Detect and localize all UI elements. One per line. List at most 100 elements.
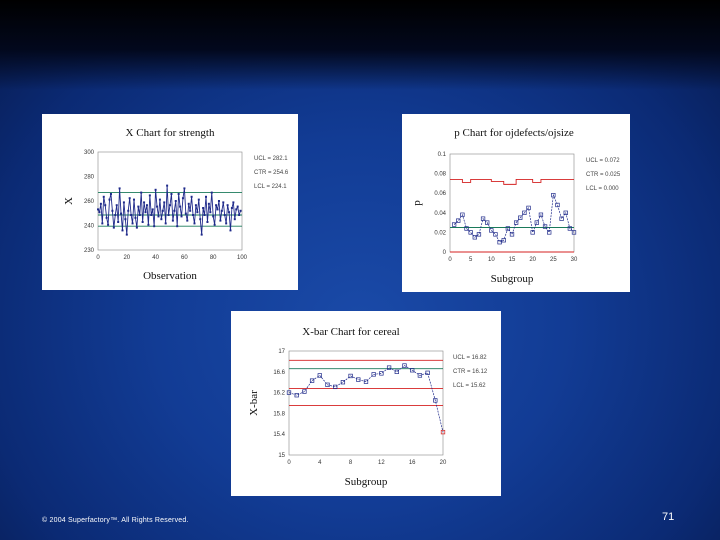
data-point xyxy=(530,230,535,235)
data-point xyxy=(171,219,174,222)
p-chart-svg: p Chart for ojdefects/ojsize Subgroup p 0 5 1… xyxy=(411,127,621,285)
data-point xyxy=(192,214,195,216)
x-tick-label: 80 xyxy=(210,255,217,261)
data-point xyxy=(114,214,117,216)
data-point xyxy=(518,215,523,220)
data-point xyxy=(542,224,548,229)
data-point xyxy=(229,229,232,232)
data-point xyxy=(476,232,482,237)
data-point xyxy=(200,233,203,236)
data-point xyxy=(105,216,108,219)
x-chart-panel: X Chart for strength Observation X 0 20 40 60 8… xyxy=(42,114,298,290)
data-point xyxy=(460,212,465,217)
x-tick-label: 20 xyxy=(529,257,536,263)
data-point xyxy=(534,220,539,225)
data-point xyxy=(417,373,423,378)
data-point xyxy=(148,194,151,197)
data-point xyxy=(309,378,315,383)
data-point xyxy=(213,223,216,226)
data-point xyxy=(206,221,209,223)
data-point xyxy=(371,372,376,377)
data-point xyxy=(551,193,556,198)
limit-label: UCL = 0.072 xyxy=(586,158,620,164)
data-point xyxy=(223,214,226,216)
data-point xyxy=(176,225,179,228)
y-tick-label: 260 xyxy=(84,199,95,205)
data-point xyxy=(207,202,210,205)
y-tick-label: 15.8 xyxy=(273,411,285,417)
data-point xyxy=(190,195,193,198)
data-point xyxy=(555,202,560,208)
data-point xyxy=(212,215,215,218)
limit-label: CTR = 254.6 xyxy=(254,170,289,176)
data-point xyxy=(151,208,154,211)
x-tick-label: 0 xyxy=(96,255,100,261)
x-tick-label: 0 xyxy=(287,460,291,466)
data-point xyxy=(184,212,187,215)
data-point xyxy=(169,204,171,207)
y-tick-label: 280 xyxy=(84,175,95,181)
data-point xyxy=(143,201,146,204)
data-point xyxy=(112,226,115,229)
top-band xyxy=(0,0,720,90)
data-point xyxy=(167,214,170,216)
data-point xyxy=(203,214,206,216)
data-point xyxy=(333,384,338,390)
data-point xyxy=(286,390,292,395)
data-point xyxy=(108,198,111,201)
data-point xyxy=(363,379,369,384)
ucl-line xyxy=(450,179,574,185)
data-point xyxy=(480,216,486,221)
data-point xyxy=(440,429,446,435)
y-tick-label: 230 xyxy=(84,248,95,254)
data-point xyxy=(222,201,225,204)
data-point xyxy=(210,191,213,194)
y-tick-label: 0.04 xyxy=(434,211,446,217)
data-point xyxy=(501,238,506,243)
data-point xyxy=(174,200,177,202)
data-point xyxy=(559,216,564,221)
data-point xyxy=(232,201,235,204)
data-point xyxy=(120,212,123,215)
data-point xyxy=(509,232,515,237)
x-tick-label: 20 xyxy=(123,255,130,261)
data-point xyxy=(456,218,461,223)
data-point xyxy=(538,212,544,217)
data-point xyxy=(472,235,477,240)
data-point xyxy=(157,215,160,218)
limit-label: CTR = 0.025 xyxy=(586,172,621,178)
chart-title: p Chart for ojdefects/ojsize xyxy=(454,127,574,139)
limit-label: LCL = 0.000 xyxy=(586,186,619,192)
x-tick-label: 20 xyxy=(440,460,447,466)
x-tick-label: 10 xyxy=(488,257,495,263)
data-point xyxy=(134,216,137,219)
x-chart-svg: X Chart for strength Observation X 0 20 40 60 8… xyxy=(63,127,289,282)
data-point xyxy=(104,204,107,207)
data-point xyxy=(156,205,159,208)
x-tick-label: 16 xyxy=(409,460,416,466)
data-point xyxy=(101,222,104,225)
data-point xyxy=(215,204,218,207)
y-tick-label: 16.2 xyxy=(273,391,285,397)
data-point xyxy=(187,202,190,205)
data-point xyxy=(158,198,161,201)
data-point xyxy=(194,204,197,207)
data-point xyxy=(193,222,196,225)
data-point xyxy=(567,226,573,231)
data-point xyxy=(161,209,164,212)
data-point xyxy=(125,233,128,236)
data-point xyxy=(197,198,200,201)
data-point xyxy=(127,209,130,212)
data-point xyxy=(97,208,99,211)
data-point xyxy=(526,205,531,211)
limit-label: UCL = 16.82 xyxy=(453,355,487,361)
data-point xyxy=(493,232,498,237)
data-point xyxy=(485,220,490,225)
data-series-line xyxy=(288,365,444,433)
data-point xyxy=(239,209,242,212)
plot-frame xyxy=(97,151,243,251)
data-point xyxy=(98,211,101,214)
data-point xyxy=(209,211,212,214)
data-point xyxy=(177,193,180,195)
data-point xyxy=(216,208,219,211)
